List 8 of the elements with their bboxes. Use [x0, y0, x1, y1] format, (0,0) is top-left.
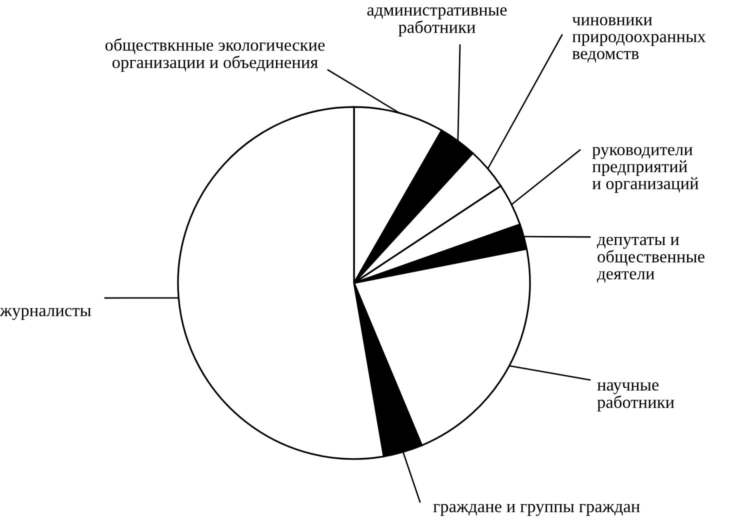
- slice-label: научные работники: [597, 382, 674, 412]
- slice-label: руководители предприятий и организаций: [592, 146, 698, 193]
- slice-label: обществкнные экологические организации и объединения: [105, 38, 325, 72]
- slice-label: депутаты и общественные деятели: [597, 236, 704, 283]
- slice-label: журналисты: [0, 308, 92, 320]
- slice-label: граждане и группы граждан: [433, 504, 640, 516]
- slice-label: чиновники природоохранных ведомств: [572, 17, 706, 62]
- slice-label: административные работники: [367, 7, 507, 37]
